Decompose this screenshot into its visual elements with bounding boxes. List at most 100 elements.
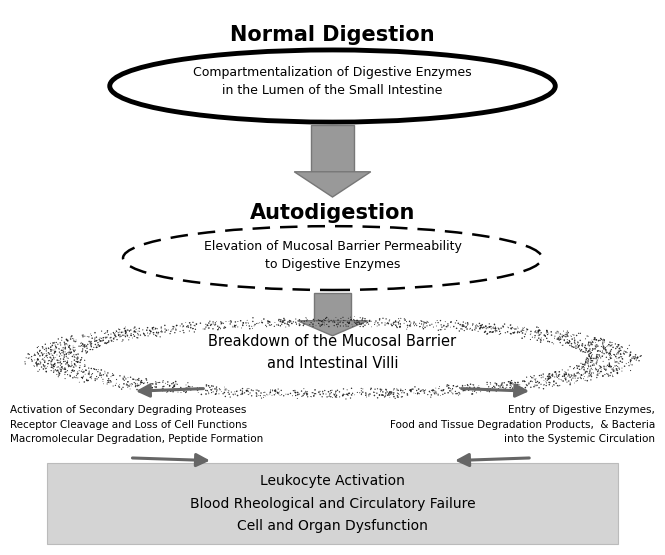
Point — [569, 334, 580, 342]
Point — [98, 375, 108, 384]
Point — [396, 386, 406, 395]
Point — [317, 320, 328, 329]
Point — [504, 377, 515, 386]
Point — [591, 335, 602, 344]
Point — [65, 335, 76, 344]
Point — [473, 381, 484, 390]
Point — [49, 346, 59, 355]
Point — [142, 323, 153, 332]
Point — [533, 334, 544, 342]
Point — [223, 317, 234, 326]
Point — [311, 321, 321, 330]
Point — [542, 327, 553, 336]
Point — [513, 384, 524, 393]
Point — [406, 386, 416, 395]
Text: Breakdown of the Mucosal Barrier
and Intestinal Villi: Breakdown of the Mucosal Barrier and Int… — [208, 334, 457, 371]
Point — [338, 313, 348, 322]
Point — [585, 356, 596, 365]
Point — [294, 321, 305, 330]
Point — [500, 385, 511, 393]
Point — [628, 354, 639, 362]
Point — [220, 323, 231, 332]
Point — [512, 329, 523, 337]
Point — [483, 387, 494, 396]
Point — [436, 320, 446, 329]
Point — [129, 332, 140, 341]
Point — [300, 387, 311, 396]
Point — [157, 327, 168, 336]
Point — [31, 359, 41, 367]
Point — [610, 344, 621, 353]
Point — [47, 351, 58, 360]
Point — [555, 375, 565, 384]
Point — [575, 346, 586, 355]
Point — [251, 319, 262, 328]
Point — [318, 390, 329, 398]
Point — [489, 324, 500, 332]
Point — [459, 386, 469, 395]
Point — [313, 388, 324, 397]
Point — [593, 353, 603, 362]
Point — [93, 373, 104, 382]
Point — [41, 346, 52, 355]
Point — [519, 377, 530, 386]
Point — [287, 319, 297, 328]
Point — [501, 380, 512, 389]
Point — [278, 317, 289, 326]
Point — [436, 325, 447, 334]
Point — [51, 342, 61, 351]
Point — [114, 330, 125, 339]
Point — [345, 312, 356, 321]
Point — [597, 346, 608, 355]
Point — [466, 390, 477, 398]
Point — [593, 367, 603, 376]
Point — [29, 350, 40, 359]
Point — [106, 336, 116, 345]
Point — [180, 318, 191, 327]
Point — [279, 391, 289, 400]
Point — [345, 315, 356, 324]
Point — [135, 331, 146, 340]
Point — [306, 392, 317, 401]
Point — [583, 354, 593, 363]
Point — [592, 357, 602, 366]
Point — [124, 326, 134, 335]
Point — [381, 319, 392, 328]
Point — [102, 372, 112, 381]
Point — [71, 350, 82, 359]
Point — [586, 371, 597, 380]
Point — [102, 380, 112, 388]
Point — [194, 383, 205, 392]
Point — [344, 319, 354, 328]
Point — [632, 352, 643, 361]
Point — [557, 330, 567, 339]
Point — [101, 333, 112, 342]
Point — [416, 316, 426, 325]
Point — [76, 373, 87, 382]
Point — [302, 391, 313, 400]
Point — [515, 380, 525, 389]
Point — [50, 347, 61, 356]
Point — [228, 391, 239, 400]
Point — [170, 322, 180, 331]
Point — [417, 385, 428, 394]
Point — [290, 388, 301, 397]
Point — [85, 340, 96, 349]
Point — [506, 324, 517, 333]
Point — [329, 316, 339, 325]
Point — [100, 339, 110, 347]
Point — [205, 321, 216, 330]
Point — [553, 371, 564, 380]
Point — [396, 392, 406, 401]
Point — [134, 376, 144, 385]
Point — [349, 390, 360, 399]
Point — [583, 355, 594, 364]
Point — [87, 345, 98, 354]
Point — [599, 365, 610, 374]
Point — [586, 340, 597, 349]
Point — [364, 316, 374, 325]
Point — [549, 334, 560, 342]
Point — [227, 322, 238, 331]
Point — [297, 392, 307, 401]
Point — [584, 370, 595, 379]
